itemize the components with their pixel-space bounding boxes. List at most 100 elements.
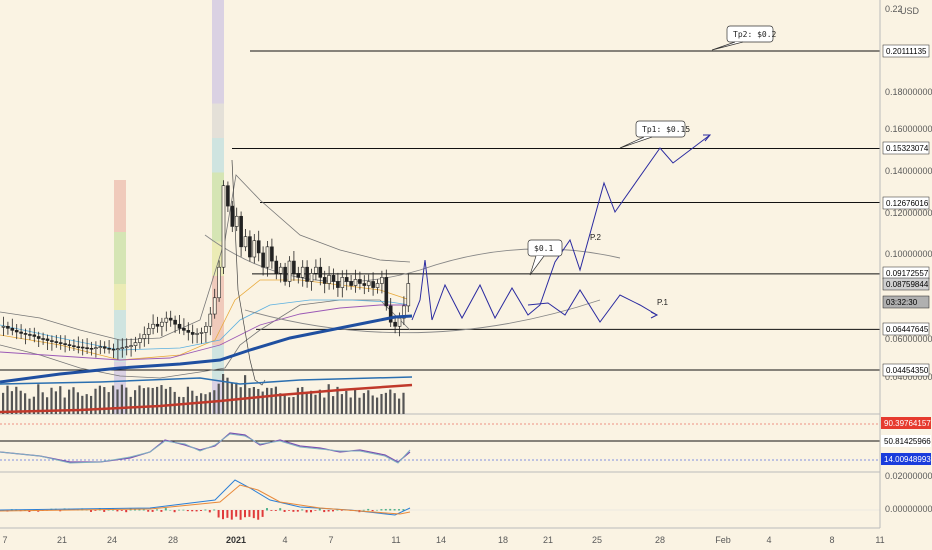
macd-bar [208,510,211,513]
volume-bar [389,389,392,414]
macd-bar [310,510,312,513]
macd-bar [195,510,198,512]
rsi-label: 90.39764157 [884,419,931,428]
volume-bar [63,397,66,414]
candle-body [28,334,32,336]
callout-pointer [619,136,653,149]
macd-bar [362,509,365,511]
callout-pointer [711,41,744,51]
time-tick: 24 [107,535,117,545]
candle-body [406,283,411,307]
arrow-head [703,134,712,142]
profile-segment [114,310,126,336]
rsi-label: 50.81425966 [884,437,931,446]
candle-body [318,266,323,278]
candle-body [177,323,182,329]
price-label: 0.12676016 [886,199,929,208]
candle-body [221,185,226,268]
ma-200 [0,314,413,384]
volume-ma-red [0,383,413,414]
volume-bar [296,387,299,414]
candle-body [353,279,358,286]
candle-body [63,343,67,345]
macd-tick: 0.00000000 [885,504,932,514]
volume-bar [46,397,49,414]
macd-bar [200,510,202,511]
price-label: 03:32:30 [886,298,918,307]
macd-bar [332,510,334,512]
macd-pane [0,479,880,520]
macd-bar [134,508,136,511]
price-label: 0.20111135 [886,47,927,56]
candle-body [58,342,63,344]
time-axis: 7 21 24 28 2021 4 7 11 14 18 21 25 28 Feb 4 8 11 [2,535,884,545]
candle-body [10,328,15,331]
candle-body [142,334,147,339]
candle-body [322,277,327,284]
rsi-pane [0,423,880,464]
price-tick: 0.10000000 [885,249,932,259]
channel-curve-bottom [244,299,601,334]
volume-bar [41,392,44,414]
spike-outline [231,159,266,386]
price-tick: 0.22 [885,4,903,14]
currency-label: USD [900,6,920,16]
time-tick: 7 [328,535,333,545]
callout-box [527,239,563,257]
profile-segment [212,345,224,380]
macd-bar [376,509,378,511]
price-tick: 0.14000000 [885,166,932,176]
price-tick: 0.16000000 [885,124,932,134]
candle-body [168,317,173,321]
macd-bar [279,508,282,511]
volume-bar [266,387,269,414]
candle-body [160,321,164,327]
candle-body [226,185,230,207]
macd-bar [239,510,242,520]
volume-bar [274,386,277,414]
macd-bar [147,510,150,512]
macd-bar [230,510,233,520]
volume-bar [182,397,185,414]
macd-bar [160,510,163,512]
candle-body [340,277,345,288]
candlesticks [1,180,411,360]
macd-bar [235,510,238,517]
arrow-head [650,311,659,319]
price-axis: 0.22 0.18000000 0.16000000 0.14000000 0.1200… [879,0,932,528]
profile-segment [212,310,224,345]
candle-body [120,347,125,349]
time-tick: 4 [282,535,287,545]
projection-path [411,134,712,323]
candle-body [296,273,301,278]
macd-bar [283,510,286,512]
macd-bar [288,510,290,511]
volume-bar [103,387,106,414]
volume-bar [173,391,176,414]
candle-body [278,266,283,274]
macd-bar [182,509,185,511]
macd-bar [120,510,123,511]
macd-bar [213,509,216,511]
time-tick: 28 [168,535,178,545]
volume-bar [32,396,35,414]
macd-bar [173,510,176,513]
macd-bar [222,510,224,520]
candle-body [116,348,120,351]
candle-body [349,281,353,286]
candle-body [309,273,314,282]
callout-text: $0.1 [534,244,553,253]
volume-bar [230,382,233,414]
volume-bar [358,397,361,414]
candle-body [129,345,133,347]
candle-body [155,323,160,327]
candle-body [327,275,331,284]
macd-bar [398,509,400,511]
profile-segment [212,207,224,242]
rsi-label: 14.00948993 [884,455,931,464]
volume-bar [54,391,57,414]
macd-bar [305,510,308,513]
volume-bar [376,397,379,414]
volume-bar [142,388,145,414]
